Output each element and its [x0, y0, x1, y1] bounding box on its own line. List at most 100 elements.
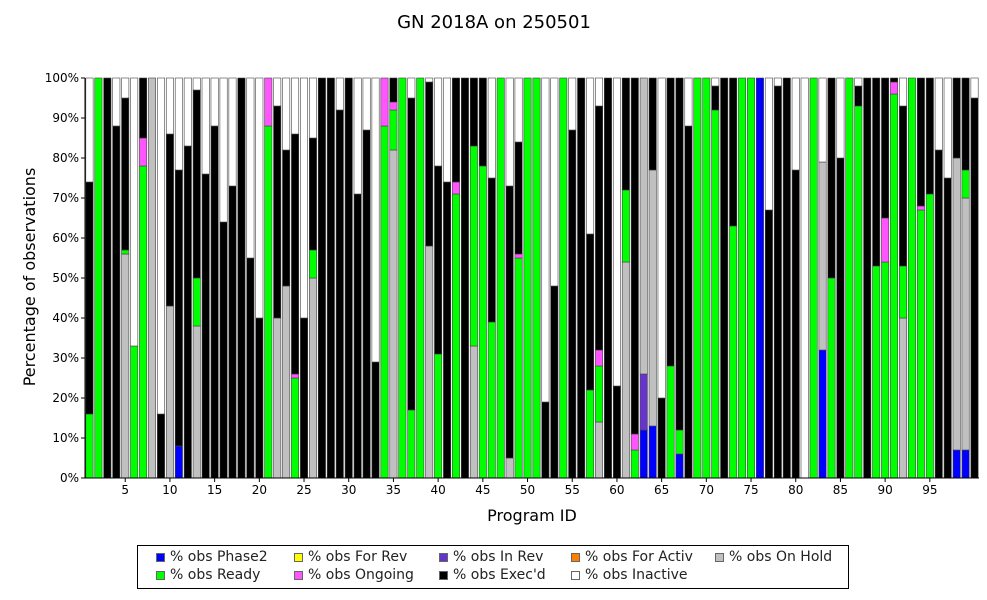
bar-segment-26-hold [308, 277, 317, 479]
bar-segment-92-rdy [899, 265, 907, 319]
bar-segment-22-exe [273, 105, 282, 319]
bar-segment-85-exe [836, 157, 845, 479]
bar-segment-96-exe [934, 149, 943, 479]
bar-segment-29-ina [335, 77, 344, 111]
bar-segment-11-exe [174, 169, 183, 447]
bar-segment-64-ph2 [648, 425, 657, 479]
bar-segment-11-ina [174, 77, 183, 171]
bar-segment-84-rdy [827, 277, 836, 479]
x-tick-label: 35 [386, 483, 401, 497]
bar-segment-55-exe [568, 129, 577, 479]
bar-segment-32-exe [362, 129, 371, 479]
bar-segment-39-hold [425, 245, 434, 479]
bar-segment-12-exe [183, 145, 192, 479]
bar-segment-40-ina [434, 77, 443, 167]
bar-segment-59-exe [604, 77, 612, 479]
legend-item-exe: % obs Exec'd [439, 567, 546, 583]
bar-segment-99-hold [961, 197, 970, 451]
bar-segment-67-rdy [675, 429, 684, 455]
bar-segment-26-exe [308, 137, 317, 251]
bar-segment-69-rdy [693, 77, 702, 479]
bar-segment-49-ina [514, 77, 523, 143]
bar-segment-21-rdy [264, 125, 273, 479]
legend-label-exe: % obs Exec'd [453, 567, 546, 583]
bar-segment-15-exe [210, 125, 219, 479]
bar-segment-92-ina [899, 77, 907, 107]
legend-swatch-inr [439, 552, 448, 562]
bar-segment-5-rdy [121, 249, 130, 255]
bar-segment-88-exe [863, 77, 872, 479]
y-tick-label: 30% [52, 351, 79, 365]
bar-segment-71-ina [711, 77, 720, 87]
bar-segment-41-exe [443, 181, 452, 479]
x-tick-label: 60 [609, 483, 624, 497]
bar-segment-53-ina [550, 77, 559, 287]
bar-segment-80-exe [791, 169, 800, 479]
bar-segment-39-exe [425, 81, 434, 247]
bar-segment-86-rdy [845, 77, 854, 479]
bar-segment-64-exe [648, 77, 657, 171]
bar-segment-17-ina [228, 77, 237, 187]
legend-item-ph2: % obs Phase2 [156, 549, 268, 565]
bar-segment-85-ina [836, 77, 845, 159]
legend-label-rdy: % obs Ready [170, 567, 261, 583]
x-tick-label: 55 [565, 483, 580, 497]
bar-segment-21-ong [264, 77, 273, 127]
bar-segment-70-rdy [702, 77, 711, 479]
bar-segment-2-rdy [94, 77, 103, 479]
bar-segment-100-exe [970, 97, 979, 479]
bar-segment-10-hold [165, 305, 174, 479]
x-tick-label: 10 [162, 483, 177, 497]
x-tick-label: 25 [296, 483, 311, 497]
bar-segment-24-ina [291, 77, 300, 135]
bar-segment-23-ina [282, 77, 291, 151]
bar-segment-84-exe [827, 77, 836, 279]
bar-segment-58-ina [595, 77, 604, 107]
bar-segment-100-ina [970, 77, 979, 99]
bar-segment-96-ina [934, 77, 943, 151]
bar-segment-37-exe [407, 97, 416, 411]
bar-segment-46-exe [487, 177, 496, 323]
bar-segment-20-exe [255, 317, 264, 479]
bar-segment-62-ong [630, 433, 639, 451]
bar-segment-71-rdy [711, 109, 720, 479]
bar-segment-52-ina [541, 77, 550, 403]
bar-segment-72-exe [720, 77, 729, 479]
bar-segment-39-ina [425, 77, 434, 83]
bar-segment-99-exe [961, 77, 970, 171]
bar-segment-80-ina [791, 77, 800, 171]
bar-segment-48-ina [505, 77, 514, 187]
bar-segment-8-hold [148, 77, 157, 479]
bar-segment-94-rdy [916, 209, 925, 479]
x-tick-label: 85 [833, 483, 848, 497]
bar-segment-87-exe [854, 85, 863, 107]
bar-segment-48-exe [505, 185, 514, 459]
bar-segment-63-hold [639, 77, 648, 375]
bar-segment-90-ong [881, 217, 890, 263]
bar-segment-60-exe [612, 385, 621, 479]
legend-item-rdy: % obs Ready [156, 567, 260, 583]
bar-segment-68-exe [684, 125, 693, 479]
bar-segment-3-exe [103, 77, 112, 479]
bar-segment-65-exe [657, 397, 666, 479]
bar-segment-25-exe [300, 317, 308, 479]
bar-segment-58-exe [595, 105, 604, 351]
bar-segment-44-exe [469, 77, 478, 147]
bar-segment-22-ina [273, 77, 282, 107]
bar-segment-92-exe [899, 105, 907, 267]
legend-label-ong: % obs Ongoing [308, 567, 414, 583]
bar-segment-11-ph2 [174, 445, 183, 479]
bar-segment-48-hold [505, 457, 514, 479]
bar-segment-71-exe [711, 85, 720, 111]
x-tick-label: 30 [341, 483, 356, 497]
bar-segment-61-hold [621, 261, 630, 479]
bar-segment-97-exe [943, 177, 952, 479]
bar-segment-14-ina [201, 77, 210, 175]
bar-segment-26-ina [308, 77, 317, 139]
bar-segment-62-exe [630, 77, 639, 435]
bar-segment-98-ph2 [952, 449, 961, 479]
bar-segment-49-rdy [514, 257, 523, 479]
bar-segment-45-rdy [478, 165, 487, 479]
bar-segment-47-rdy [496, 77, 505, 479]
